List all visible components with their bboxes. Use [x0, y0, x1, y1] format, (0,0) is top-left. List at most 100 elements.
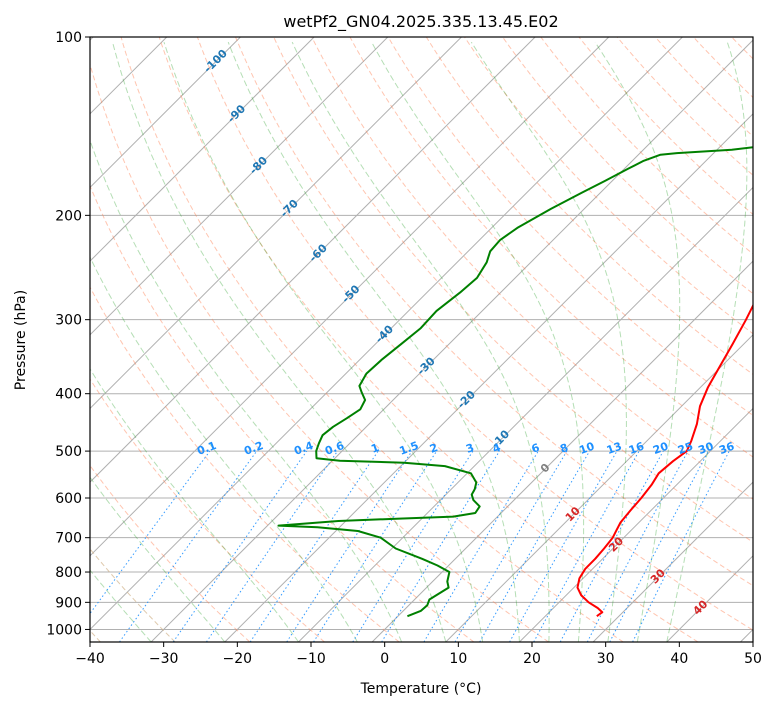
y-tick-label: 800 — [55, 565, 82, 581]
mixing-ratio-label: 30 — [696, 440, 715, 458]
moist-adiabat — [90, 569, 152, 642]
x-tick-label: −30 — [149, 651, 179, 667]
y-tick-label: 300 — [55, 313, 82, 329]
x-tick-label: 40 — [670, 651, 688, 667]
x-axis-title: Temperature (°C) — [360, 681, 482, 697]
dry-adiabat — [349, 37, 753, 458]
dry-adiabat — [616, 37, 753, 176]
moist-adiabat — [227, 41, 520, 642]
dry-adiabat — [770, 37, 775, 642]
plot-area — [90, 37, 775, 642]
mixing-ratio-label: 3 — [464, 441, 476, 456]
dry-adiabat — [654, 37, 753, 137]
isotherm-gridline — [90, 37, 536, 483]
temperature-profile-line — [576, 303, 753, 618]
isotherm-gridline — [90, 37, 389, 336]
mixing-ratio-line — [286, 450, 413, 642]
mixing-ratio-line — [249, 450, 379, 642]
mixing-ratio-label: 0.4 — [292, 439, 315, 458]
x-tick-label: 0 — [380, 651, 389, 667]
moist-adiabat — [594, 41, 681, 642]
mixing-ratio-line — [205, 450, 338, 642]
isotherm-gridline — [224, 113, 753, 642]
mixing-ratio-line — [454, 450, 568, 642]
x-tick-label: 20 — [523, 651, 541, 667]
mixing-ratio-line — [119, 450, 258, 642]
x-tick-label: −40 — [75, 651, 105, 667]
x-tick-label: 50 — [744, 651, 762, 667]
dry-adiabat — [196, 37, 753, 631]
y-tick-label: 700 — [55, 531, 82, 547]
mixing-ratio-line — [172, 450, 308, 642]
dry-adiabat — [311, 37, 753, 500]
mixing-ratio-label: 20 — [651, 440, 670, 458]
moist-adiabat — [90, 367, 299, 642]
moist-adiabat — [666, 41, 748, 642]
isotherm-gridline — [150, 39, 753, 642]
y-tick-label: 200 — [55, 208, 82, 224]
mixing-ratio-line — [632, 450, 730, 642]
dry-adiabat — [425, 37, 753, 375]
moist-adiabat — [371, 41, 585, 642]
y-tick-label: 1000 — [46, 622, 82, 638]
dewpoint-profile-line — [277, 146, 753, 618]
dry-adiabat — [158, 37, 699, 642]
isotherm-gridline — [445, 334, 753, 642]
dry-adiabat — [90, 464, 251, 642]
isotherm-gridline — [666, 555, 753, 642]
dry-adiabat — [90, 184, 475, 642]
dry-adiabat — [120, 37, 624, 642]
y-tick-label: 900 — [55, 595, 82, 611]
y-axis-title: Pressure (hPa) — [13, 290, 29, 390]
moist-adiabat — [163, 41, 484, 642]
mixing-ratio-label: 1.5 — [398, 439, 421, 458]
isotherm-gridline — [90, 37, 241, 189]
mixing-ratio-line — [533, 450, 640, 642]
moist-adiabat — [90, 138, 403, 642]
y-tick-label: 500 — [55, 444, 82, 460]
x-tick-label: −20 — [223, 651, 253, 667]
dry-adiabat — [578, 37, 753, 216]
dry-adiabat — [90, 286, 400, 642]
mixing-ratio-label: 10 — [577, 440, 596, 458]
x-tick-label: 10 — [449, 651, 467, 667]
moist-adiabat — [470, 41, 627, 642]
dry-adiabat — [235, 37, 753, 587]
moist-adiabat — [90, 256, 358, 642]
mixing-ratio-line — [559, 450, 664, 642]
mixing-ratio-line — [313, 450, 438, 642]
dry-adiabat — [273, 37, 753, 543]
dry-adiabat — [502, 37, 753, 295]
dry-adiabat — [387, 37, 753, 416]
dry-adiabat — [540, 37, 753, 255]
isotherm-gridline — [90, 37, 315, 262]
isotherm-gridline — [90, 37, 683, 631]
moist-adiabat — [90, 476, 226, 642]
mixing-ratio-label: 4 — [491, 441, 503, 456]
moist-adiabat — [291, 41, 550, 642]
moist-adiabat — [112, 41, 447, 642]
x-tick-label: 30 — [597, 651, 615, 667]
isotherm-gridline — [90, 37, 462, 410]
mixing-ratio-label: 0.1 — [195, 439, 218, 458]
plot-frame — [89, 36, 754, 643]
dry-adiabat — [90, 378, 325, 642]
mixing-ratio-label: 13 — [605, 440, 624, 457]
mixing-ratio-line — [352, 450, 474, 642]
isotherm-gridline — [592, 481, 753, 642]
isotherm-gridline — [519, 407, 753, 642]
mixing-ratio-label: 36 — [717, 440, 736, 458]
isotherm-gridline — [90, 37, 610, 557]
y-tick-label: 400 — [55, 387, 82, 403]
isotherm-gridline — [298, 186, 753, 642]
x-tick-label: −10 — [296, 651, 326, 667]
mixing-ratio-label: 25 — [676, 440, 695, 457]
mixing-ratio-label: 0.6 — [323, 439, 346, 458]
chart-title: wetPf2_GN04.2025.335.13.45.E02 — [283, 12, 558, 32]
mixing-ratio-label: 16 — [627, 440, 646, 458]
mixing-ratio-label: 6 — [530, 441, 542, 456]
mixing-ratio-label: 8 — [558, 441, 570, 456]
y-tick-label: 100 — [55, 30, 82, 46]
